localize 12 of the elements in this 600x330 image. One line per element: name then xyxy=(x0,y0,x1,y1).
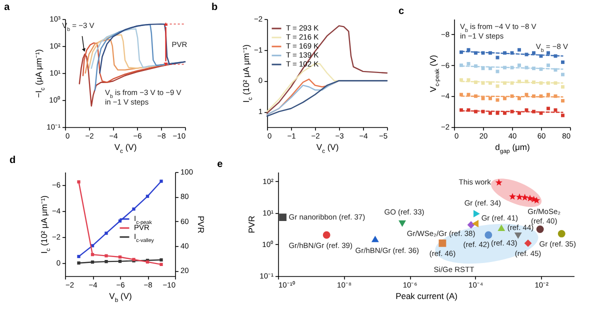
y-axis-title: PVR xyxy=(246,216,257,234)
chart-title: d xyxy=(9,155,16,166)
chart-title: e xyxy=(217,159,224,170)
x-axis-title: V$_{c}$ (V) xyxy=(316,142,339,155)
y2-axis-title: PVR xyxy=(196,216,206,234)
x-axis-title: V$_{b}$ (V) xyxy=(109,291,132,304)
chart-title: a xyxy=(4,2,10,13)
x-axis-title: d$_{gap}$ (μm) xyxy=(495,142,530,155)
chart-title: b xyxy=(211,2,218,13)
chart-title: c xyxy=(398,6,404,17)
x-axis-title: Peak current (A) xyxy=(396,291,458,301)
x-axis-title: V$_{c}$ (V) xyxy=(114,142,137,155)
